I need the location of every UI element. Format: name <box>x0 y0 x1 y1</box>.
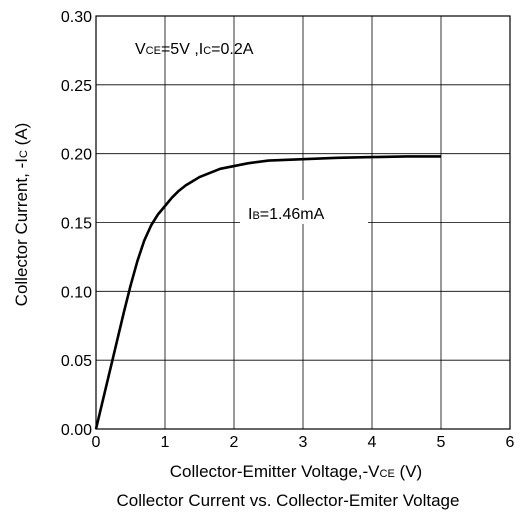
x-tick-label: 1 <box>161 434 170 451</box>
x-tick-label: 2 <box>230 434 239 451</box>
y-tick-label: 0.15 <box>61 216 92 233</box>
chart-title: Collector Current vs. Collector-Emiter V… <box>117 491 460 510</box>
y-tick-labels: 0.00 0.05 0.10 0.15 0.20 0.25 0.30 <box>61 9 92 439</box>
series-layer <box>94 155 441 430</box>
x-axis-title: Collector-Emitter Voltage,-VCE (V) <box>170 462 422 481</box>
series-line <box>94 155 441 430</box>
y-tick-label: 0.05 <box>61 353 92 370</box>
curve-label-ib: IB=1.46mA <box>248 206 325 223</box>
plot-frame <box>95 15 511 430</box>
x-tick-label: 0 <box>92 434 101 451</box>
condition-annotation: VCE=5V ,IC=0.2A <box>135 41 254 58</box>
x-tick-label: 5 <box>437 434 446 451</box>
y-axis-title: Collector Current, -IC (A) <box>12 123 31 307</box>
x-tick-labels: 0 1 2 3 4 5 6 <box>92 434 515 451</box>
y-tick-label: 0.30 <box>61 9 92 26</box>
y-tick-label: 0.10 <box>61 284 92 301</box>
y-tick-label: 0.25 <box>61 78 92 95</box>
x-tick-label: 6 <box>506 434 515 451</box>
x-tick-label: 4 <box>368 434 377 451</box>
y-tick-label: 0.20 <box>61 147 92 164</box>
x-tick-label: 3 <box>299 434 308 451</box>
y-tick-label: 0.00 <box>61 422 92 439</box>
curve-label-background <box>240 200 368 224</box>
